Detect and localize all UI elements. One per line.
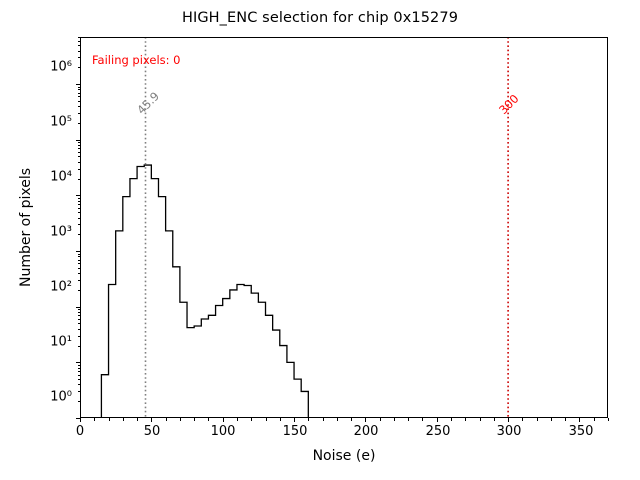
plot-area: Failing pixels: 0 45.9 300 bbox=[80, 37, 608, 418]
x-tick-label: 50 bbox=[143, 424, 161, 439]
tick-mark bbox=[579, 418, 581, 422]
tick-mark bbox=[451, 418, 453, 421]
tick-mark bbox=[436, 418, 438, 422]
tick-mark bbox=[94, 418, 96, 421]
tick-mark bbox=[422, 418, 424, 421]
x-tick-label: 100 bbox=[210, 424, 236, 439]
tick-mark bbox=[108, 418, 110, 421]
tick-mark bbox=[265, 418, 267, 421]
y-tick-label: 10⁵ bbox=[50, 114, 72, 130]
histogram-step-path bbox=[100, 164, 309, 418]
tick-mark bbox=[208, 418, 210, 421]
tick-mark bbox=[222, 418, 224, 422]
histogram-svg bbox=[100, 37, 509, 418]
tick-mark bbox=[279, 418, 281, 421]
tick-mark bbox=[76, 418, 80, 419]
tick-mark bbox=[465, 418, 467, 421]
tick-mark bbox=[565, 418, 567, 421]
tick-mark bbox=[251, 418, 253, 421]
tick-mark bbox=[408, 418, 410, 421]
tick-mark bbox=[479, 418, 481, 421]
tick-mark bbox=[365, 418, 367, 422]
tick-mark bbox=[179, 418, 181, 421]
tick-mark bbox=[393, 418, 395, 421]
y-tick-label: 10⁴ bbox=[50, 169, 72, 185]
tick-mark bbox=[508, 418, 510, 422]
tick-mark bbox=[536, 418, 538, 421]
tick-mark bbox=[593, 418, 595, 421]
tick-mark bbox=[336, 418, 338, 421]
tick-mark bbox=[294, 418, 296, 422]
tick-mark bbox=[322, 418, 324, 421]
tick-mark bbox=[165, 418, 167, 421]
x-tick-label: 200 bbox=[353, 424, 379, 439]
threshold-lines bbox=[144, 37, 509, 418]
tick-mark bbox=[379, 418, 381, 421]
y-tick-label: 10⁶ bbox=[50, 59, 72, 75]
x-tick-label: 300 bbox=[496, 424, 522, 439]
x-tick-label: 150 bbox=[282, 424, 308, 439]
tick-mark bbox=[351, 418, 353, 421]
x-tick-label: 250 bbox=[425, 424, 451, 439]
tick-mark bbox=[80, 418, 81, 422]
x-axis-label: Noise (e) bbox=[312, 448, 376, 464]
tick-mark bbox=[522, 418, 524, 421]
tick-mark bbox=[137, 418, 139, 421]
x-tick-label: 350 bbox=[568, 424, 594, 439]
tick-mark bbox=[236, 418, 238, 421]
x-tick-label: 0 bbox=[75, 424, 85, 439]
tick-mark bbox=[194, 418, 196, 421]
y-tick-label: 10² bbox=[50, 279, 72, 295]
y-tick-label: 10³ bbox=[50, 224, 72, 240]
y-tick-label: 10¹ bbox=[50, 334, 72, 350]
tick-mark bbox=[608, 418, 609, 421]
chart-title: HIGH_ENC selection for chip 0x15279 bbox=[181, 10, 459, 26]
tick-mark bbox=[151, 418, 153, 422]
tick-mark bbox=[550, 418, 552, 421]
y-tick-label: 10⁰ bbox=[50, 389, 72, 405]
tick-mark bbox=[122, 418, 124, 421]
histogram-series bbox=[100, 164, 487, 418]
y-axis-tick-labels: 10⁰ 10¹ 10² 10³ 10⁴ 10⁵ 10⁶ bbox=[0, 0, 72, 480]
tick-mark bbox=[493, 418, 495, 421]
tick-mark bbox=[308, 418, 310, 421]
